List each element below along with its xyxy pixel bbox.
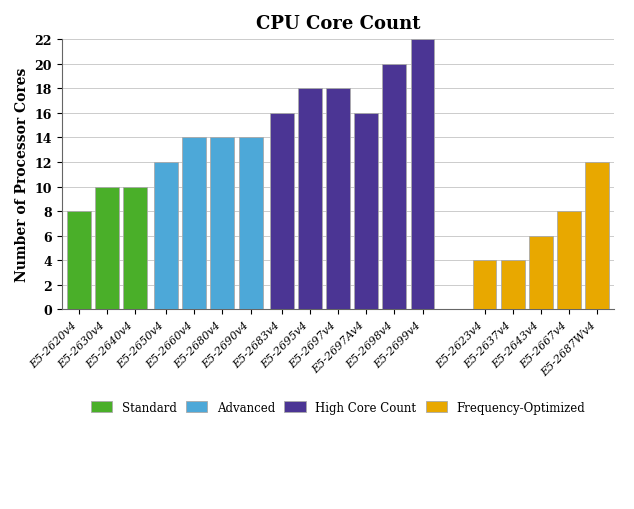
Y-axis label: Number of Processor Cores: Number of Processor Cores (15, 68, 29, 282)
Bar (557, 212, 581, 310)
Bar (326, 89, 350, 310)
Bar (354, 114, 378, 310)
Bar (298, 89, 321, 310)
Bar (501, 261, 525, 310)
Bar (529, 236, 553, 310)
Bar (411, 40, 434, 310)
Legend: Standard, Advanced, High Core Count, Frequency-Optimized: Standard, Advanced, High Core Count, Fre… (87, 397, 588, 417)
Bar (472, 261, 496, 310)
Bar (210, 138, 235, 310)
Bar (95, 187, 119, 310)
Bar (182, 138, 206, 310)
Bar (238, 138, 262, 310)
Bar (67, 212, 91, 310)
Bar (269, 114, 294, 310)
Bar (123, 187, 147, 310)
Bar (585, 163, 609, 310)
Bar (382, 65, 406, 310)
Title: CPU Core Count: CPU Core Count (256, 15, 420, 33)
Bar (154, 163, 178, 310)
